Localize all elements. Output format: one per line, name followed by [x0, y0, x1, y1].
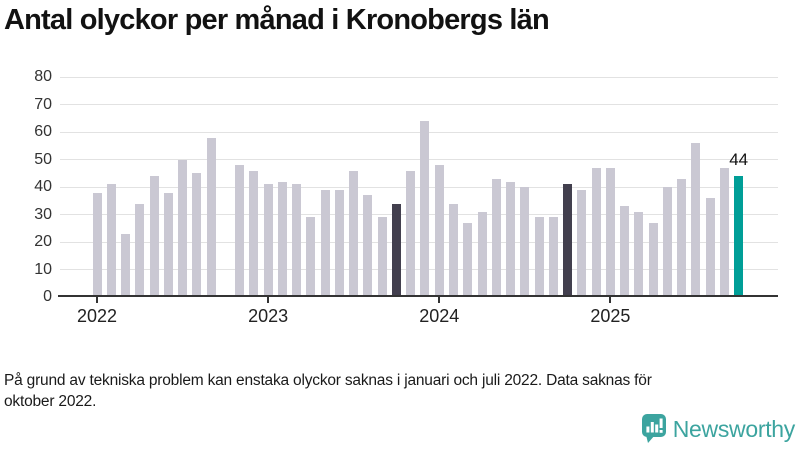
- bar-2023-04: [306, 217, 316, 297]
- bar-2024-08: [534, 217, 544, 297]
- gridline: [60, 214, 778, 215]
- bar-2022-12: [249, 170, 259, 297]
- plot-area: 44: [60, 70, 778, 297]
- bar-2024-04: [477, 211, 487, 297]
- bar-2025-06: [677, 178, 687, 297]
- y-axis-tick-label: 20: [34, 233, 52, 250]
- bar-2022-07: [178, 159, 188, 297]
- bar-2024-12: [591, 167, 601, 297]
- bar-2024-11: [577, 189, 587, 297]
- x-axis-line: [58, 295, 778, 297]
- x-axis-tick: [609, 297, 612, 303]
- bar-2022-02: [106, 184, 116, 297]
- bar-2022-06: [163, 192, 173, 297]
- newsworthy-wordmark: Newsworthy: [672, 415, 796, 442]
- bar-2023-07: [349, 170, 359, 297]
- x-axis-tick: [267, 297, 270, 303]
- bar-2024-03: [463, 222, 473, 297]
- bar-2022-11: [235, 165, 245, 297]
- newsworthy-logo[interactable]: Newsworthy: [641, 414, 796, 444]
- bar-2025-10: [734, 176, 744, 297]
- footnote-line: oktober 2022.: [4, 392, 97, 410]
- bar-2023-02: [277, 181, 287, 297]
- gridline: [60, 76, 778, 78]
- bar-2024-05: [491, 178, 501, 297]
- y-axis-tick-label: 60: [34, 123, 52, 140]
- gridline: [60, 104, 778, 105]
- y-axis-labels: 0 10 20 30 40 50 60 70 80: [0, 68, 52, 305]
- x-axis-year-label: 2025: [590, 306, 631, 326]
- bar-2022-09: [206, 137, 216, 297]
- x-axis-tick: [96, 297, 98, 303]
- bar-2025-03: [634, 211, 644, 297]
- bar-2024-02: [449, 203, 458, 297]
- footnote: På grund av tekniska problem kan enstaka…: [4, 371, 789, 412]
- bar-2024-07: [520, 187, 530, 297]
- bar-2023-10: [391, 203, 401, 297]
- y-axis-tick-label: 0: [43, 288, 52, 305]
- bar-2024-09: [548, 217, 558, 297]
- y-axis-tick-label: 80: [34, 68, 52, 85]
- gridline: [60, 131, 778, 133]
- y-axis-tick-label: 30: [34, 205, 52, 223]
- bar-2025-07: [691, 143, 701, 297]
- bar-2022-01: [92, 192, 102, 297]
- bar-2023-09: [377, 217, 387, 297]
- bar-2025-04: [648, 222, 658, 297]
- x-axis-tick: [438, 297, 441, 303]
- y-axis-tick-label: 50: [34, 150, 52, 168]
- bar-2022-08: [192, 173, 202, 297]
- bar-2024-01: [434, 165, 444, 297]
- x-axis-year-label: 2023: [248, 306, 289, 326]
- y-axis-tick-label: 40: [34, 178, 52, 195]
- bar-2023-11: [406, 170, 416, 297]
- newsworthy-barchart-bubble-icon: [641, 414, 666, 444]
- bar-2023-01: [263, 184, 273, 297]
- bar-2025-08: [705, 198, 715, 297]
- chart-title: Antal olyckor per månad i Kronobergs län: [4, 4, 550, 36]
- bar-2022-03: [121, 233, 131, 297]
- bar-2022-04: [135, 203, 145, 297]
- y-axis-tick-label: 70: [34, 95, 52, 113]
- bar-2025-02: [620, 206, 630, 297]
- bar-value-annotation: 44: [729, 150, 749, 169]
- gridline: [60, 269, 778, 270]
- bar-2024-10: [563, 184, 573, 297]
- bar-2023-03: [292, 184, 302, 297]
- gridline: [60, 159, 778, 160]
- bar-2023-05: [320, 189, 330, 297]
- x-axis-year-label: 2022: [76, 306, 118, 326]
- gridline: [60, 186, 778, 188]
- footnote-line: På grund av tekniska problem kan enstaka…: [4, 372, 652, 389]
- bar-2023-12: [420, 121, 430, 297]
- bar-2025-05: [662, 187, 672, 297]
- bar-2023-08: [363, 195, 373, 297]
- gridline: [60, 241, 778, 243]
- bar-2024-06: [506, 181, 516, 297]
- y-axis-tick-label: 10: [34, 260, 52, 278]
- bar-2025-09: [719, 167, 729, 297]
- bar-2022-05: [149, 176, 159, 297]
- bar-2023-06: [334, 189, 344, 297]
- bar-2025-01: [605, 167, 615, 297]
- x-axis-year-label: 2024: [419, 306, 460, 326]
